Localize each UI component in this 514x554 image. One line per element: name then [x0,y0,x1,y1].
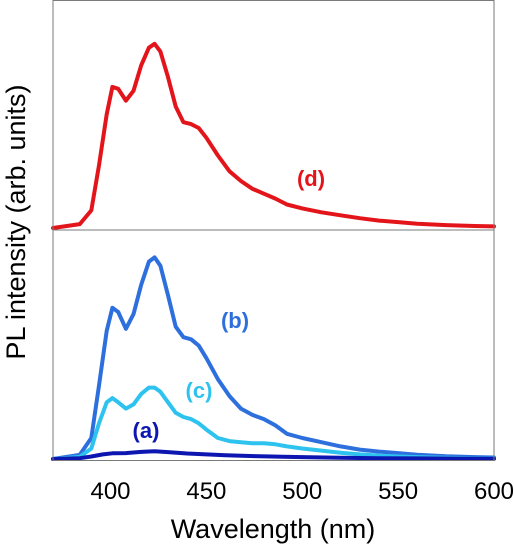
x-tick-label: 550 [378,478,418,505]
series-line-a [51,449,496,461]
series-label-b: (b) [221,308,249,333]
series-line-c [51,385,496,461]
x-tick-label: 500 [282,478,322,505]
series-label-a: (a) [133,418,160,443]
series-label-d: (d) [297,166,325,191]
series-line-b [51,255,496,461]
x-tick-label: 600 [474,478,514,505]
x-axis-title: Wavelength (nm) [171,514,376,544]
y-axis-title: PL intensity (arb. units) [1,84,31,359]
x-tick-label: 400 [90,478,130,505]
series-label-c: (c) [186,378,213,403]
x-tick-label: 450 [186,478,226,505]
plot-lines [51,41,496,461]
x-axis-ticks: 400 450 500 550 600 [90,478,514,505]
series-labels: (d) (b) (c) (a) [133,166,325,443]
series-line-d [51,41,496,230]
